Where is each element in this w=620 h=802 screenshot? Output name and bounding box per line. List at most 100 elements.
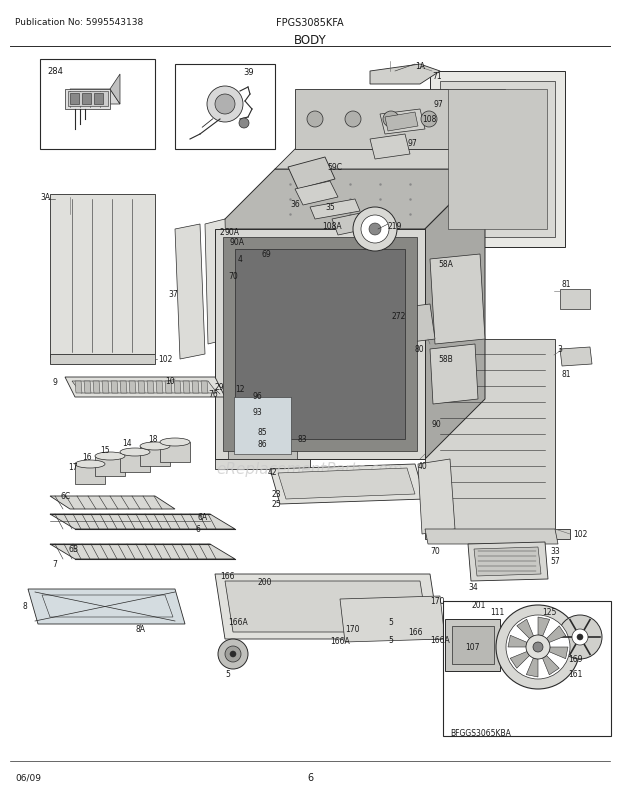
Polygon shape	[310, 200, 360, 220]
Polygon shape	[215, 379, 310, 469]
Text: 69: 69	[262, 249, 272, 259]
Polygon shape	[458, 602, 482, 631]
Polygon shape	[75, 464, 105, 484]
Text: 5: 5	[225, 669, 230, 678]
Text: 108: 108	[422, 115, 436, 124]
Text: 2: 2	[220, 228, 224, 237]
Polygon shape	[235, 249, 405, 439]
Circle shape	[421, 111, 437, 128]
Text: 86: 86	[258, 439, 268, 448]
Polygon shape	[542, 656, 559, 675]
Polygon shape	[332, 212, 376, 236]
Polygon shape	[72, 382, 217, 394]
Text: 90A: 90A	[230, 237, 245, 247]
Polygon shape	[174, 382, 181, 394]
Polygon shape	[111, 382, 118, 394]
Text: 39: 39	[243, 68, 254, 77]
Text: 29: 29	[215, 383, 224, 392]
Bar	[40, 60, 155, 150]
Polygon shape	[228, 392, 297, 460]
Polygon shape	[192, 382, 199, 394]
Polygon shape	[215, 574, 440, 639]
Circle shape	[558, 615, 602, 659]
Polygon shape	[560, 290, 590, 310]
Text: 16: 16	[82, 453, 92, 462]
Polygon shape	[140, 447, 170, 467]
Text: 57: 57	[550, 557, 560, 565]
Circle shape	[218, 639, 248, 669]
Circle shape	[526, 635, 550, 659]
Polygon shape	[50, 545, 235, 559]
Text: 70: 70	[430, 546, 440, 555]
Text: 6: 6	[307, 772, 313, 782]
Text: BODY: BODY	[294, 34, 326, 47]
Text: 81: 81	[562, 370, 572, 379]
Text: 36: 36	[290, 200, 300, 209]
Polygon shape	[546, 626, 566, 642]
Bar	[68, 92, 108, 107]
Text: 25: 25	[272, 500, 281, 508]
Circle shape	[383, 111, 399, 128]
Text: 6C: 6C	[60, 492, 70, 500]
Ellipse shape	[120, 448, 150, 456]
Text: 97: 97	[434, 100, 444, 109]
Text: 272: 272	[392, 312, 406, 321]
Text: 166: 166	[408, 627, 422, 636]
Circle shape	[307, 111, 323, 128]
Text: 33: 33	[550, 546, 560, 555]
Circle shape	[506, 615, 570, 679]
Polygon shape	[28, 589, 185, 624]
Text: 5: 5	[388, 618, 393, 626]
Ellipse shape	[160, 439, 190, 447]
Text: 4: 4	[238, 255, 243, 264]
Circle shape	[215, 95, 235, 115]
Text: 201: 201	[472, 600, 486, 610]
Text: 200: 200	[258, 577, 273, 586]
Ellipse shape	[75, 460, 105, 468]
Text: 93: 93	[253, 407, 263, 416]
Text: 6: 6	[195, 525, 200, 534]
Text: 58B: 58B	[438, 354, 453, 363]
Ellipse shape	[95, 452, 125, 460]
Text: 96: 96	[253, 391, 263, 400]
Polygon shape	[278, 468, 415, 500]
Polygon shape	[95, 456, 125, 476]
Polygon shape	[385, 113, 418, 132]
Text: 90: 90	[432, 420, 441, 429]
Text: 10: 10	[165, 376, 175, 386]
Text: 9: 9	[52, 378, 57, 387]
Polygon shape	[205, 220, 228, 345]
Polygon shape	[110, 75, 120, 105]
Bar	[175, 65, 275, 150]
Text: 83: 83	[298, 435, 308, 444]
Polygon shape	[75, 382, 82, 394]
Circle shape	[369, 224, 381, 236]
Polygon shape	[120, 382, 127, 394]
Polygon shape	[425, 170, 485, 460]
Text: 34: 34	[468, 582, 478, 591]
Polygon shape	[215, 229, 425, 460]
Polygon shape	[50, 195, 155, 358]
Polygon shape	[425, 529, 570, 539]
Text: 42: 42	[268, 468, 278, 476]
Polygon shape	[50, 514, 235, 529]
Polygon shape	[70, 90, 120, 105]
Circle shape	[353, 208, 397, 252]
Polygon shape	[175, 225, 205, 359]
Circle shape	[239, 119, 249, 129]
Polygon shape	[510, 652, 529, 668]
Text: eReplacementParts.com: eReplacementParts.com	[216, 462, 404, 477]
Text: FPGS3085KFA: FPGS3085KFA	[276, 18, 344, 28]
Polygon shape	[526, 658, 538, 677]
Circle shape	[225, 646, 241, 662]
Text: 166A: 166A	[228, 618, 248, 626]
Text: 6A: 6A	[198, 512, 208, 522]
Polygon shape	[468, 542, 548, 581]
Bar	[443, 602, 611, 736]
Text: 111: 111	[490, 607, 504, 616]
Polygon shape	[370, 135, 410, 160]
Polygon shape	[440, 82, 555, 237]
Circle shape	[577, 634, 583, 640]
Text: 58A: 58A	[438, 260, 453, 269]
Text: 170: 170	[430, 596, 445, 606]
